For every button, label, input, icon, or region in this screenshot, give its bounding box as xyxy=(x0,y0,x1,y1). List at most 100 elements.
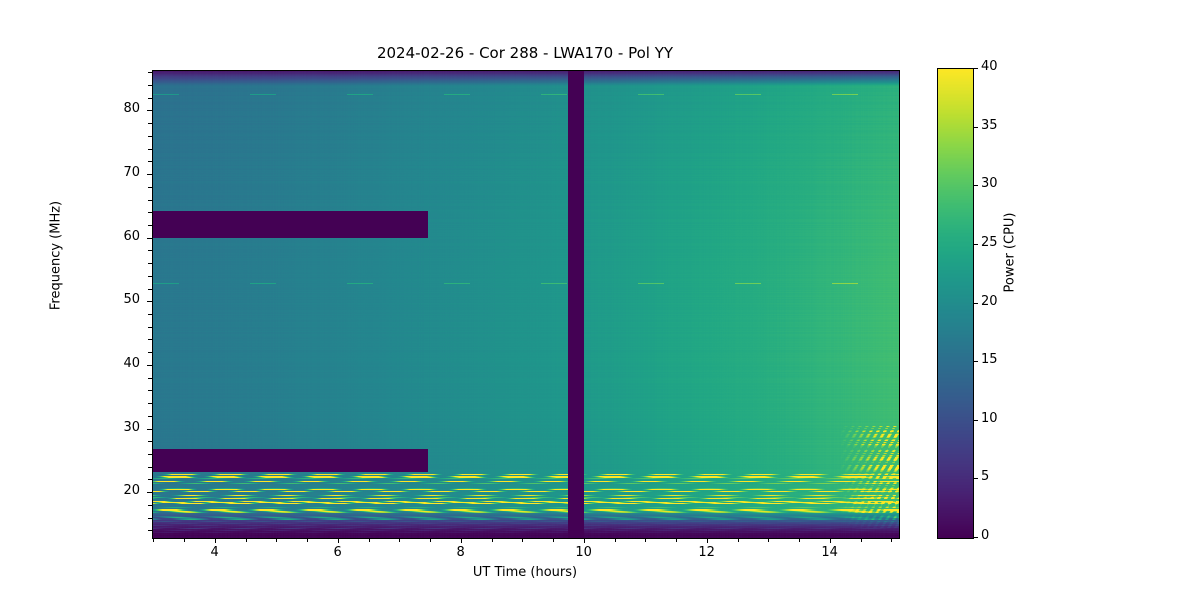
x-axis-title: UT Time (hours) xyxy=(472,565,578,580)
y-minor-tick xyxy=(148,352,152,354)
y-major-tick xyxy=(147,428,152,430)
y-minor-tick xyxy=(148,199,152,201)
y-tick-label: 60 xyxy=(123,228,140,244)
colorbar-tick-label: 40 xyxy=(981,59,998,74)
y-minor-tick xyxy=(148,250,152,252)
colorbar-tick xyxy=(974,361,978,363)
y-minor-tick xyxy=(148,288,152,290)
y-tick-label: 20 xyxy=(123,483,140,499)
colorbar-tick xyxy=(974,478,978,480)
y-minor-tick xyxy=(148,186,152,188)
y-minor-tick xyxy=(148,85,152,86)
colorbar-title: Power (CPU) xyxy=(1002,212,1018,293)
y-minor-tick xyxy=(148,135,152,137)
x-tick-label: 10 xyxy=(575,545,592,560)
y-major-tick xyxy=(147,364,152,366)
colorbar-tick xyxy=(974,126,978,128)
y-minor-tick xyxy=(148,403,152,405)
y-tick-label: 30 xyxy=(123,419,140,435)
x-tick-label: 6 xyxy=(333,545,342,560)
y-minor-tick xyxy=(148,72,152,74)
colorbar-tick xyxy=(974,302,978,304)
y-minor-tick xyxy=(148,314,152,315)
colorbar-gradient xyxy=(938,69,973,538)
y-tick-label: 80 xyxy=(123,101,140,117)
colorbar-tick xyxy=(974,419,978,421)
x-major-tick xyxy=(460,538,462,543)
y-minor-tick xyxy=(148,161,152,163)
y-minor-tick xyxy=(148,377,152,379)
colorbar-tick-label: 30 xyxy=(981,176,998,192)
x-tick-label: 12 xyxy=(698,545,715,560)
colorbar-tick xyxy=(974,243,978,245)
x-minor-tick xyxy=(245,538,247,542)
y-minor-tick xyxy=(148,466,152,468)
x-minor-tick xyxy=(153,538,155,542)
colorbar-tick xyxy=(974,185,978,187)
y-minor-tick xyxy=(148,454,152,455)
y-minor-tick xyxy=(148,148,152,150)
x-minor-tick xyxy=(276,538,278,542)
y-minor-tick xyxy=(148,441,152,443)
x-minor-tick xyxy=(491,538,493,542)
y-minor-tick xyxy=(148,212,152,214)
y-axis-title: Frequency (MHz) xyxy=(48,200,64,311)
x-major-tick xyxy=(583,538,585,543)
x-minor-tick xyxy=(430,538,431,542)
colorbar-tick-label: 35 xyxy=(981,117,998,133)
y-minor-tick xyxy=(148,123,152,125)
y-minor-tick xyxy=(148,504,152,506)
x-minor-tick xyxy=(614,538,616,542)
y-major-tick xyxy=(147,174,152,175)
colorbar-tick-label: 5 xyxy=(981,469,990,485)
y-minor-tick xyxy=(148,275,152,277)
y-major-tick xyxy=(147,492,152,494)
x-minor-tick xyxy=(307,538,308,542)
y-minor-tick xyxy=(148,263,152,265)
y-tick-label: 50 xyxy=(123,292,140,308)
x-minor-tick xyxy=(184,538,185,542)
x-minor-tick xyxy=(737,538,739,542)
x-tick-label: 14 xyxy=(821,545,838,560)
x-major-tick xyxy=(829,538,831,543)
x-tick-label: 4 xyxy=(210,545,219,560)
x-major-tick xyxy=(706,538,708,543)
x-major-tick xyxy=(337,538,339,543)
y-tick-label: 70 xyxy=(123,165,140,180)
x-tick-label: 8 xyxy=(456,545,465,560)
y-minor-tick xyxy=(148,415,152,417)
x-minor-tick xyxy=(368,538,370,542)
colorbar-tick xyxy=(974,68,978,69)
colorbar[interactable] xyxy=(937,68,974,539)
y-minor-tick xyxy=(148,517,152,519)
y-major-tick xyxy=(147,301,152,303)
dynamic-spectrum-axes[interactable] xyxy=(152,70,900,539)
y-minor-tick xyxy=(148,390,152,392)
x-major-tick xyxy=(214,538,216,543)
x-minor-tick xyxy=(399,538,401,542)
y-minor-tick xyxy=(148,326,152,328)
x-minor-tick xyxy=(553,538,554,542)
x-minor-tick xyxy=(768,538,770,542)
y-minor-tick xyxy=(148,224,152,226)
colorbar-tick-label: 15 xyxy=(981,352,998,368)
x-minor-tick xyxy=(676,538,677,542)
colorbar-tick-label: 10 xyxy=(981,410,998,426)
colorbar-tick-label: 0 xyxy=(981,528,990,543)
x-minor-tick xyxy=(799,538,800,542)
x-minor-tick xyxy=(522,538,524,542)
y-major-tick xyxy=(147,110,152,112)
y-minor-tick xyxy=(148,97,152,99)
colorbar-tick-label: 25 xyxy=(981,234,998,250)
y-minor-tick xyxy=(148,530,152,532)
x-minor-tick xyxy=(891,538,893,542)
y-major-tick xyxy=(147,237,152,239)
y-tick-label: 40 xyxy=(123,355,140,371)
y-minor-tick xyxy=(148,339,152,341)
y-minor-tick xyxy=(148,479,152,481)
plot-title: 2024-02-26 - Cor 288 - LWA170 - Pol YY xyxy=(376,44,674,62)
spectrogram-image xyxy=(153,71,899,538)
x-minor-tick xyxy=(645,538,647,542)
colorbar-tick-label: 20 xyxy=(981,293,998,309)
